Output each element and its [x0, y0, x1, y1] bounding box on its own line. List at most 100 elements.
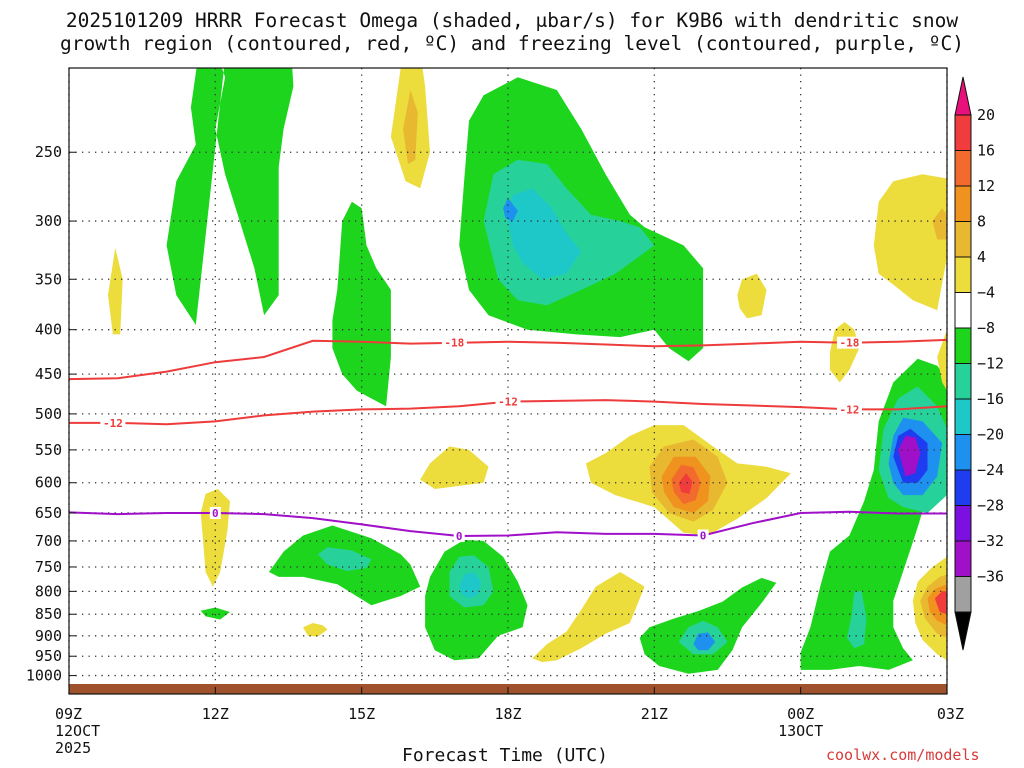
- contour-label-bg-freezing-level-0: [209, 506, 221, 519]
- x-tick-date-09Z: 12OCT: [55, 722, 100, 740]
- omega-region-green-upper-left: [166, 68, 294, 325]
- contour-label-freezing-level-1: 0: [456, 530, 463, 543]
- y-tick-label-650: 650: [35, 504, 62, 522]
- omega-region-blue-dot-18z: [503, 197, 518, 222]
- x-tick-label-03Z: 03Z: [937, 705, 964, 723]
- omega-region-yellow-19z: [532, 572, 645, 663]
- colorbar-label-8: −16: [977, 390, 1004, 408]
- contour-label-dgz-minus-12-0: -12: [103, 417, 123, 430]
- colorbar-label-13: −36: [977, 568, 1004, 586]
- colorbar-label-6: −8: [977, 319, 995, 337]
- contour-dgz-minus-18: [68, 338, 948, 381]
- colorbar-box-5: [954, 256, 972, 293]
- x-tick-label-09Z: 09Z: [55, 705, 82, 723]
- y-tick-label-700: 700: [35, 532, 62, 550]
- contour-label-dgz-minus-12-1: -12: [498, 396, 518, 409]
- contour-label-dgz-minus-18-1: -18: [840, 337, 860, 350]
- omega-region-teal-core-17z: [459, 572, 482, 599]
- omega-region-yellow-17z: [420, 446, 489, 489]
- omega-region-red-right-lower: [934, 591, 947, 615]
- colorbar-label-4: 4: [977, 248, 986, 266]
- colorbar-box-2: [954, 150, 972, 187]
- omega-region-green-column-15z: [332, 201, 391, 407]
- x-tick-label-21Z: 21Z: [641, 705, 668, 723]
- y-tick-label-850: 850: [35, 605, 62, 623]
- contour-label-bg-dgz-minus-18-1: [836, 336, 862, 349]
- colorbar-arrow-bottom: [954, 611, 972, 651]
- y-tick-label-250: 250: [35, 143, 62, 161]
- colorbar-box-3: [954, 185, 972, 222]
- x-tick-label-18Z: 18Z: [494, 705, 521, 723]
- axes: 250 300 350 400 450 500 550 600 650 700 750 800 850 9…: [26, 143, 964, 757]
- chart-title-line-1: 2025101209 HRRR Forecast Omega (shaded, …: [65, 9, 959, 32]
- y-tick-label-450: 450: [35, 365, 62, 383]
- colorbar-label-1: 16: [977, 142, 995, 160]
- x-tick-label-00Z: 00Z: [787, 705, 814, 723]
- omega-region-yellow-right-top: [873, 174, 947, 311]
- colorbar-label-0: 20: [977, 106, 995, 124]
- omega-region-blue-lower-22z: [693, 632, 716, 651]
- colorbar-box-14: [954, 576, 972, 613]
- omega-region-teal-lower-15z: [317, 547, 372, 571]
- omega-region-teal-right-lower: [847, 591, 867, 649]
- omega-region-purple-right: [898, 435, 921, 477]
- contour-label-bg-freezing-level-2: [697, 529, 709, 542]
- colorbar-label-5: −4: [977, 284, 995, 302]
- omega-region-yellow-14z: [303, 623, 328, 637]
- colorbar-box-4: [954, 221, 972, 258]
- colorbar-label-2: 12: [977, 177, 995, 195]
- colorbar: 20 16 12 8 4 −4 −8 −12 −16 −20 −24 −28 −32 −36: [954, 76, 1004, 651]
- temperature-contours: -18 -18 -12 -12 -12 0 0 0: [68, 336, 948, 543]
- colorbar-label-9: −20: [977, 426, 1004, 444]
- omega-region-orange-16z-top: [403, 90, 418, 165]
- contour-label-bg-dgz-minus-12-2: [836, 403, 862, 416]
- y-tick-label-750: 750: [35, 558, 62, 576]
- x-tick-date-00Z: 13OCT: [778, 722, 823, 740]
- y-tick-label-950: 950: [35, 647, 62, 665]
- omega-region-yellow-23z: [737, 273, 767, 319]
- colorbar-box-6: [954, 292, 972, 329]
- x-axis-title: Forecast Time (UTC): [402, 745, 608, 766]
- y-tick-label-400: 400: [35, 321, 62, 339]
- colorbar-arrow-top: [954, 76, 972, 116]
- colorbar-box-9: [954, 398, 972, 435]
- colorbar-label-12: −32: [977, 532, 1004, 550]
- chart-title-line-2: growth region (contoured, red, ºC) and f…: [60, 32, 964, 55]
- site-credit: coolwx.com/models: [826, 746, 980, 764]
- colorbar-box-11: [954, 469, 972, 506]
- colorbar-label-10: −24: [977, 461, 1004, 479]
- colorbar-box-12: [954, 505, 972, 542]
- contour-label-bg-dgz-minus-12-0: [100, 416, 126, 429]
- y-tick-label-600: 600: [35, 474, 62, 492]
- colorbar-box-10: [954, 434, 972, 471]
- y-tick-label-550: 550: [35, 441, 62, 459]
- contour-label-freezing-level-2: 0: [700, 530, 707, 543]
- contour-label-freezing-level-0: 0: [212, 507, 219, 520]
- omega-region-teal-spot-18z: [508, 188, 582, 280]
- x-tick-year-09Z: 2025: [55, 739, 91, 757]
- colorbar-box-8: [954, 363, 972, 400]
- y-tick-label-500: 500: [35, 405, 62, 423]
- omega-region-red-22z: [678, 473, 693, 494]
- colorbar-box-1: [954, 114, 972, 151]
- colorbar-box-7: [954, 327, 972, 364]
- y-tick-label-900: 900: [35, 627, 62, 645]
- contour-label-bg-freezing-level-1: [453, 530, 465, 543]
- y-tick-label-300: 300: [35, 212, 62, 230]
- colorbar-label-7: −12: [977, 355, 1004, 373]
- colorbar-label-3: 8: [977, 213, 986, 231]
- omega-region-yellow-10z: [108, 247, 123, 335]
- y-tick-label-800: 800: [35, 582, 62, 600]
- contour-label-bg-dgz-minus-12-1: [495, 395, 521, 408]
- omega-region-yellow-1z: [829, 322, 860, 383]
- colorbar-label-11: −28: [977, 497, 1004, 515]
- omega-shading: [108, 68, 947, 674]
- x-tick-label-12Z: 12Z: [202, 705, 229, 723]
- y-tick-label-1000: 1000: [26, 667, 62, 685]
- omega-region-yellow-right-mid: [937, 329, 947, 391]
- x-tick-label-15Z: 15Z: [348, 705, 375, 723]
- contour-label-dgz-minus-12-2: -12: [840, 403, 860, 416]
- omega-region-orange-right-top: [932, 208, 947, 240]
- contour-label-bg-dgz-minus-18-0: [441, 336, 467, 349]
